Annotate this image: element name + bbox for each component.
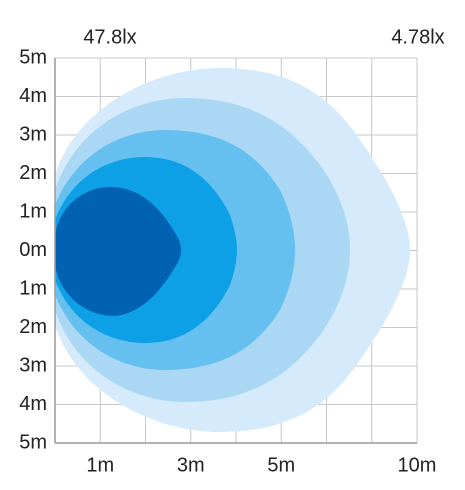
y-tick-label: 1m [19,277,47,299]
y-tick-label: 1m [19,200,47,222]
y-tick-label: 5m [19,431,47,453]
y-tick-label: 3m [19,123,47,145]
y-tick-label: 4m [19,85,47,107]
x-tick-label: 5m [267,454,295,476]
y-tick-label: 4m [19,393,47,415]
x-tick-label: 10m [398,454,437,476]
x-tick-label: 1m [86,454,114,476]
inner-level-label: 47.8lx [83,26,136,48]
x-tick-label: 3m [177,454,205,476]
y-tick-label: 2m [19,316,47,338]
y-tick-label: 5m [19,46,47,68]
isolux-contours [55,68,410,432]
contour-level-5 [55,187,181,316]
y-tick-label: 0m [19,239,47,261]
y-tick-label: 2m [19,162,47,184]
y-tick-label: 3m [19,354,47,376]
outer-level-label: 4.78lx [391,26,444,48]
